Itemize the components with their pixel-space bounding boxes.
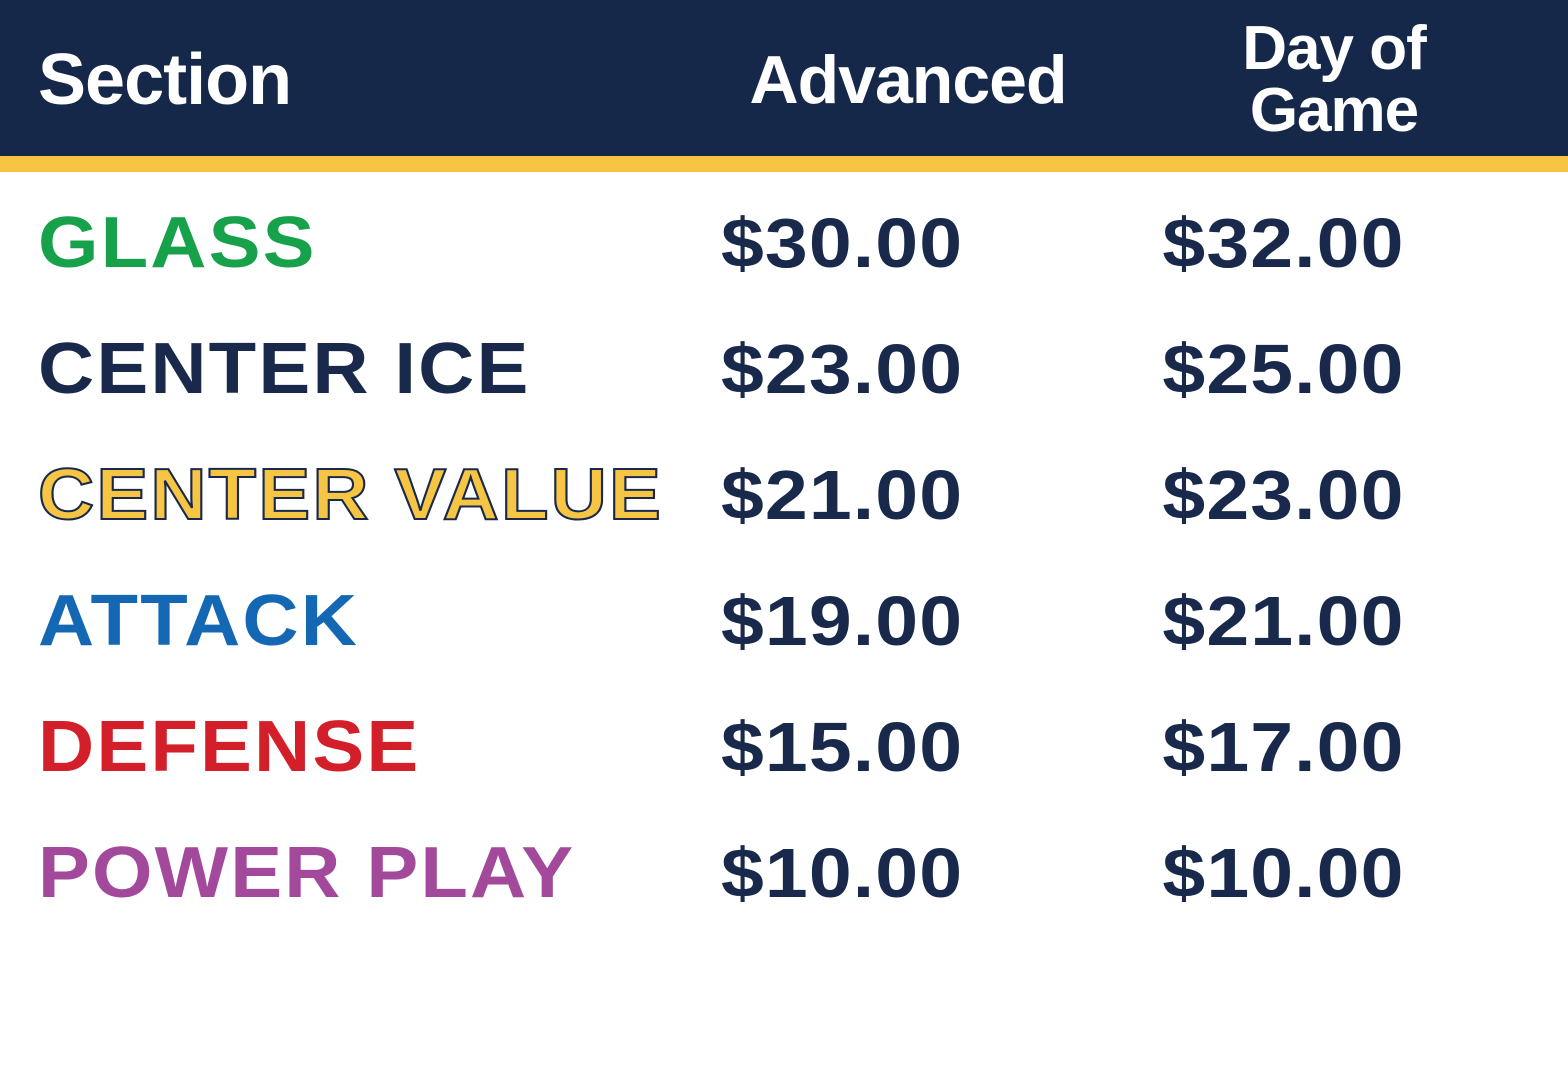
section-label: ATTACK bbox=[38, 580, 729, 662]
section-label: GLASS bbox=[38, 202, 729, 284]
price-day-of-game: $23.00 bbox=[1118, 460, 1549, 530]
table-header: Section Advanced Day of Game bbox=[0, 0, 1568, 156]
section-label: CENTER ICE bbox=[38, 328, 729, 410]
table-row: POWER PLAY$10.00$10.00 bbox=[38, 832, 1530, 914]
table-row: DEFENSE$15.00$17.00 bbox=[38, 706, 1530, 788]
header-underline bbox=[0, 156, 1568, 172]
section-label: DEFENSE bbox=[38, 706, 729, 788]
price-advanced: $10.00 bbox=[655, 833, 1161, 913]
table-body: GLASS$30.00$32.00CENTER ICE$23.00$25.00C… bbox=[0, 172, 1568, 1074]
price-advanced: $30.00 bbox=[655, 203, 1161, 283]
price-day-of-game: $21.00 bbox=[1118, 586, 1549, 656]
table-row: CENTER ICE$23.00$25.00 bbox=[38, 328, 1530, 410]
table-row: ATTACK$19.00$21.00 bbox=[38, 580, 1530, 662]
price-advanced: $23.00 bbox=[655, 329, 1161, 409]
price-day-of-game: $17.00 bbox=[1118, 712, 1549, 782]
price-advanced: $19.00 bbox=[655, 581, 1161, 661]
price-advanced: $15.00 bbox=[655, 707, 1161, 787]
section-label: POWER PLAY bbox=[38, 832, 729, 914]
table-row: CENTER VALUE$21.00$23.00 bbox=[38, 454, 1530, 536]
table-row: GLASS$30.00$32.00 bbox=[38, 202, 1530, 284]
price-day-of-game: $25.00 bbox=[1118, 334, 1549, 404]
header-advanced: Advanced bbox=[678, 41, 1138, 119]
header-day-line1: Day of bbox=[1242, 14, 1425, 83]
pricing-table: Section Advanced Day of Game GLASS$30.00… bbox=[0, 0, 1568, 1074]
price-advanced: $21.00 bbox=[655, 455, 1161, 535]
price-day-of-game: $32.00 bbox=[1118, 208, 1549, 278]
header-day-of-game: Day of Game bbox=[1138, 18, 1530, 142]
section-label: CENTER VALUE bbox=[38, 454, 729, 536]
header-section: Section bbox=[38, 39, 678, 121]
price-day-of-game: $10.00 bbox=[1118, 838, 1549, 908]
header-day-line2: Game bbox=[1250, 76, 1418, 145]
